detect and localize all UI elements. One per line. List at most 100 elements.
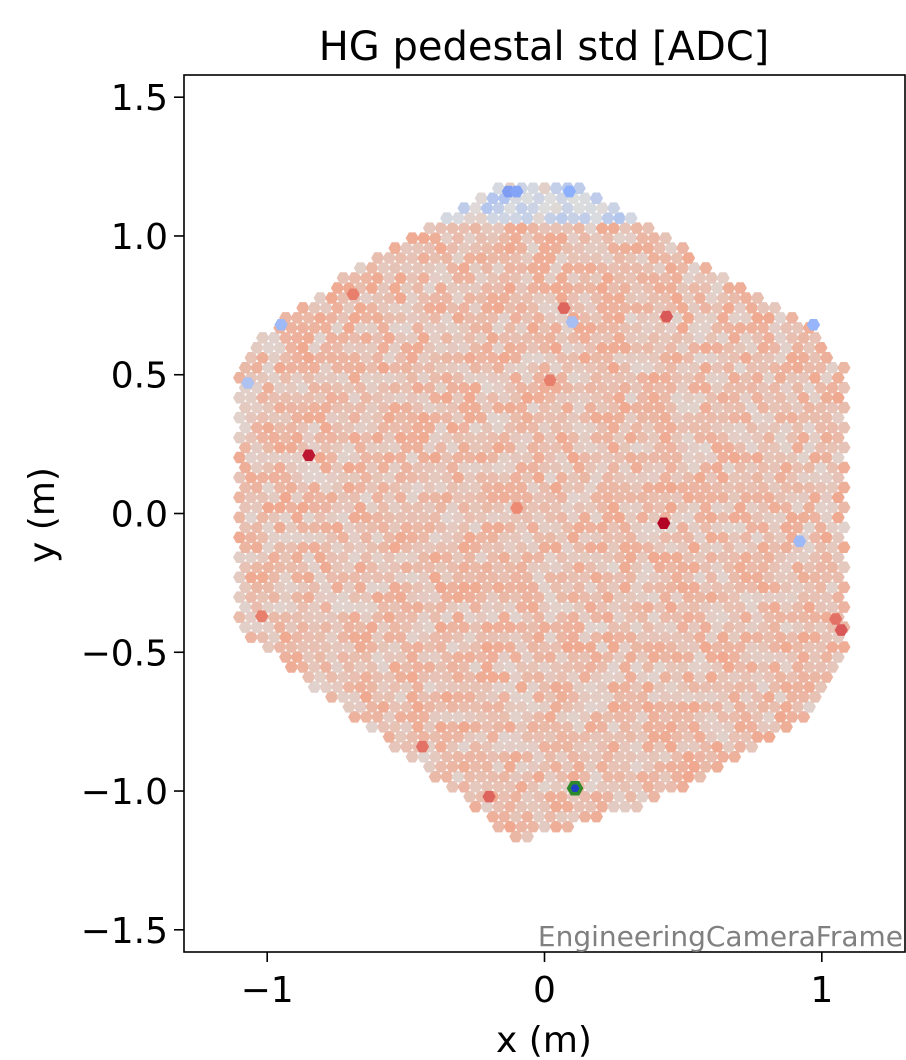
camera-pixel (503, 282, 517, 294)
camera-pixel (365, 322, 379, 334)
camera-pixel (296, 362, 310, 374)
camera-pixel (710, 621, 724, 633)
camera-pixel (722, 461, 736, 474)
camera-pixel (411, 262, 425, 274)
camera-pixel (659, 310, 674, 323)
camera-pixel (837, 601, 851, 613)
camera-pixel (647, 332, 661, 344)
camera-pixel (273, 342, 287, 354)
camera-pixel (733, 461, 747, 474)
camera-pixel (653, 581, 667, 593)
camera-pixel (693, 770, 707, 783)
camera-pixel (445, 760, 460, 773)
camera-pixel (510, 185, 524, 198)
camera-pixel (756, 421, 770, 434)
camera-pixel (388, 501, 402, 514)
camera-pixel (624, 611, 638, 623)
camera-pixel (699, 461, 713, 474)
camera-pixel (463, 651, 477, 663)
camera-pixel (796, 332, 811, 344)
camera-pixel (543, 790, 558, 803)
camera-pixel (607, 342, 621, 354)
camera-pixel (532, 232, 546, 244)
camera-pixel (704, 551, 719, 564)
camera-pixel (716, 411, 730, 424)
camera-pixel (584, 601, 598, 613)
camera-pixel (313, 671, 327, 683)
camera-pixel (457, 441, 471, 454)
camera-pixel (405, 491, 419, 504)
camera-pixel (687, 661, 701, 673)
camera-pixel (647, 411, 661, 424)
camera-pixel (463, 312, 477, 324)
camera-pixel (371, 272, 385, 284)
camera-pixel (710, 481, 724, 494)
camera-pixel (653, 601, 667, 613)
camera-pixel (607, 561, 621, 574)
camera-pixel (601, 711, 615, 723)
camera-pixel (325, 591, 339, 603)
camera-pixel (497, 531, 511, 544)
camera-pixel (428, 551, 442, 564)
camera-pixel (601, 352, 615, 364)
camera-pixel (693, 631, 707, 643)
camera-pixel (572, 701, 586, 713)
camera-pixel (296, 641, 310, 653)
camera-pixel (687, 701, 701, 713)
camera-pixel (676, 381, 690, 394)
camera-pixel (250, 481, 264, 494)
camera-pixel (319, 541, 333, 554)
camera-pixel (762, 711, 776, 723)
camera-pixel (325, 411, 339, 424)
camera-pixel (831, 371, 845, 384)
camera-pixel (296, 601, 310, 613)
camera-pixel (422, 621, 437, 633)
camera-pixel (457, 641, 471, 653)
camera-pixel (566, 511, 581, 524)
camera-pixel (376, 701, 391, 713)
camera-pixel (284, 381, 299, 394)
camera-pixel (710, 441, 724, 454)
camera-pixel (699, 362, 713, 374)
camera-pixel (733, 362, 747, 374)
camera-pixel (353, 381, 368, 394)
camera-pixel (716, 451, 730, 464)
camera-pixel (365, 601, 379, 613)
camera-pixel (716, 471, 730, 484)
camera-pixel (520, 671, 535, 683)
camera-pixel (635, 352, 650, 364)
camera-pixel (722, 362, 736, 374)
camera-pixel (555, 391, 569, 404)
camera-pixel (578, 292, 592, 304)
camera-pixel (768, 681, 782, 693)
camera-pixel (699, 501, 713, 514)
camera-pixel (572, 800, 586, 813)
camera-pixel (428, 371, 442, 384)
camera-pixel (773, 312, 788, 324)
camera-pixel (405, 272, 419, 284)
camera-pixel (261, 401, 276, 414)
camera-pixel (503, 541, 517, 554)
camera-pixel (313, 531, 327, 544)
camera-pixel (756, 701, 770, 713)
camera-pixel (463, 671, 477, 683)
camera-pixel (514, 222, 529, 234)
camera-pixel (687, 362, 701, 374)
camera-pixel (549, 401, 563, 414)
camera-pixel (630, 401, 644, 414)
camera-pixel (572, 621, 586, 633)
camera-pixel (722, 721, 736, 733)
camera-pixel (595, 461, 609, 474)
camera-pixel (831, 571, 845, 583)
camera-pixel (647, 352, 661, 364)
camera-pixel (745, 362, 759, 374)
camera-pixel (457, 421, 471, 434)
camera-pixel (566, 451, 581, 464)
camera-pixel (284, 501, 299, 514)
camera-pixel (578, 691, 592, 703)
camera-pixel (457, 282, 471, 294)
camera-pixel (831, 451, 845, 464)
camera-pixel (371, 431, 385, 444)
camera-pixel (549, 421, 563, 434)
camera-pixel (480, 701, 494, 713)
